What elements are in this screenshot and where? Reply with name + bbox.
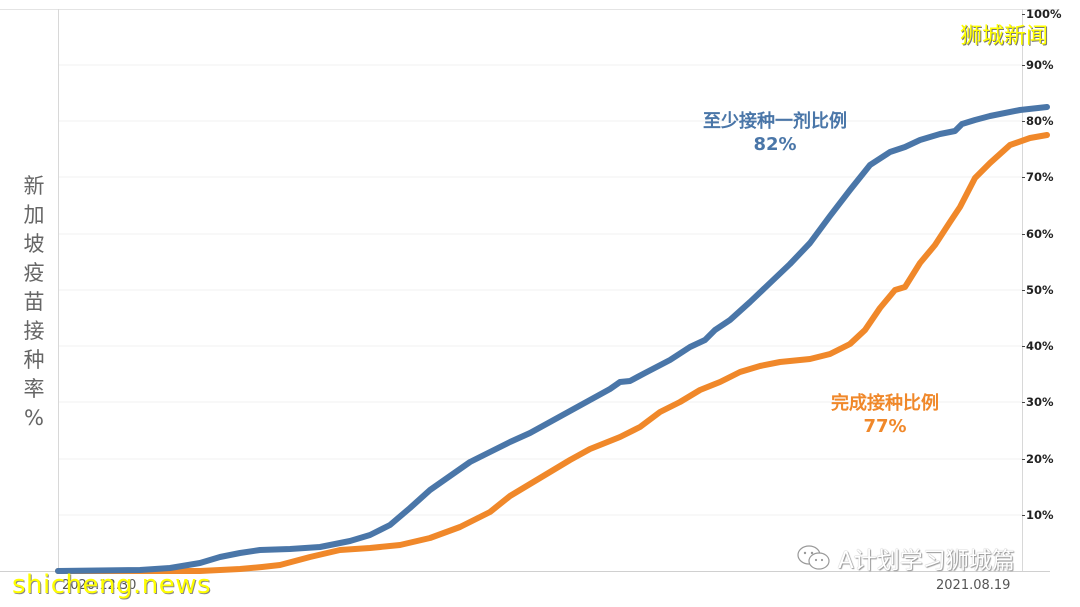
y-tick-30: 30% (1022, 395, 1054, 409)
y-title-char: 接 (23, 319, 45, 343)
y-title-char: 疫 (23, 261, 45, 285)
y-tick-10: 10% (1022, 508, 1054, 522)
y-tick-70: 70% (1022, 170, 1054, 184)
y-title-char: 新 (23, 174, 45, 198)
x-axis-line (0, 571, 1050, 572)
series-line-fully-vaccinated (55, 132, 1050, 574)
annotation-fully-vaccinated: 完成接种比例 77% (810, 392, 960, 438)
x-tick-end: 2021.08.19 (936, 578, 1011, 593)
y-tick-100: 100% (1022, 7, 1062, 21)
y-tick-60: 60% (1022, 227, 1054, 241)
annotation-fully-vaccinated-value: 77% (863, 416, 907, 437)
x-tick-start: 2020.12.30 (62, 578, 137, 593)
y-title-char: 率 (23, 377, 45, 401)
y-title-char: % (24, 406, 44, 430)
watermark-top-right: 狮城新闻 (960, 24, 1049, 49)
gridlines (59, 64, 1022, 516)
watermark-wechat-text: A计划学习狮城篇 (838, 548, 1015, 574)
wechat-icon (797, 545, 830, 570)
annotation-first-dose: 至少接种一剂比例 82% (680, 110, 870, 156)
y-tick-90: 90% (1022, 58, 1054, 72)
y-tick-40: 40% (1022, 339, 1054, 353)
chart-top-border (0, 9, 1060, 10)
annotation-first-dose-value: 82% (753, 134, 797, 155)
watermark-wechat: A计划学习狮城篇 (796, 541, 1015, 575)
y-title-char: 苗 (23, 290, 45, 314)
annotation-fully-vaccinated-label: 完成接种比例 (831, 393, 939, 414)
y-tick-80: 80% (1022, 114, 1054, 128)
left-axis-line (58, 9, 59, 572)
y-title-char: 种 (23, 348, 45, 372)
y-axis-title: 新 加 坡 疫 苗 接 种 率 % (22, 172, 46, 433)
y-tick-50: 50% (1022, 283, 1054, 297)
watermark-bottom-left: shicheng.news (12, 570, 212, 600)
series-line-first-dose (55, 104, 1050, 574)
y-title-char: 坡 (23, 232, 45, 256)
annotation-first-dose-label: 至少接种一剂比例 (703, 111, 847, 132)
y-title-char: 加 (23, 203, 45, 227)
y-tick-20: 20% (1022, 452, 1054, 466)
